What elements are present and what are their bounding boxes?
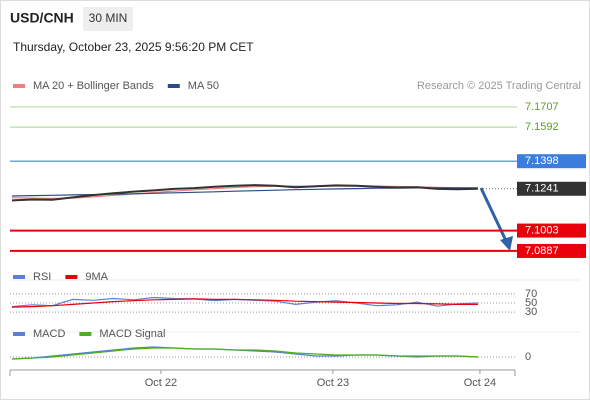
symbol: USD/CNH [10, 10, 74, 26]
level-tag [517, 243, 586, 258]
x-tick-label: Oct 24 [464, 377, 496, 389]
y-tick-label: 0 [525, 351, 531, 363]
price-line [11, 184, 478, 202]
last-tag [517, 181, 586, 196]
level-label: 7.1398 [525, 155, 559, 167]
arrow-head [500, 236, 513, 251]
legend-swatch [13, 84, 25, 88]
interval[interactable]: 30 MIN [89, 11, 128, 25]
level-label: 7.1707 [525, 101, 559, 113]
datetime: Thursday, October 23, 2025 9:56:20 PM CE… [13, 40, 254, 54]
legend-label: 9MA [85, 271, 108, 283]
forecast-arrow [479, 187, 509, 244]
credit: Research © 2025 Trading Central [417, 80, 581, 92]
level-label: 7.1592 [525, 121, 559, 133]
level-label: 7.0887 [525, 245, 559, 257]
level-tag [517, 223, 586, 238]
level-label: 7.1003 [525, 224, 559, 236]
legend-label: MA 50 [188, 80, 219, 92]
legend-label: MA 20 + Bollinger Bands [33, 80, 154, 92]
legend-swatch [167, 84, 180, 88]
legend-swatch [13, 275, 25, 279]
legend-swatch [65, 275, 78, 279]
y-tick-label: 30 [525, 306, 537, 318]
series-line [11, 298, 478, 308]
last-label: 7.1241 [525, 183, 559, 195]
x-tick-label: Oct 23 [317, 377, 349, 389]
legend-label: MACD [33, 328, 65, 340]
level-tag [517, 154, 586, 169]
legend-swatch [79, 332, 92, 336]
legend-label: MACD Signal [99, 328, 165, 340]
x-tick-label: Oct 22 [145, 377, 177, 389]
series-line [11, 347, 478, 360]
y-tick-label: 50 [525, 297, 537, 309]
legend-swatch [13, 332, 25, 336]
interval-box[interactable] [83, 7, 133, 31]
legend-label: RSI [33, 271, 51, 283]
y-tick-label: 70 [525, 288, 537, 300]
